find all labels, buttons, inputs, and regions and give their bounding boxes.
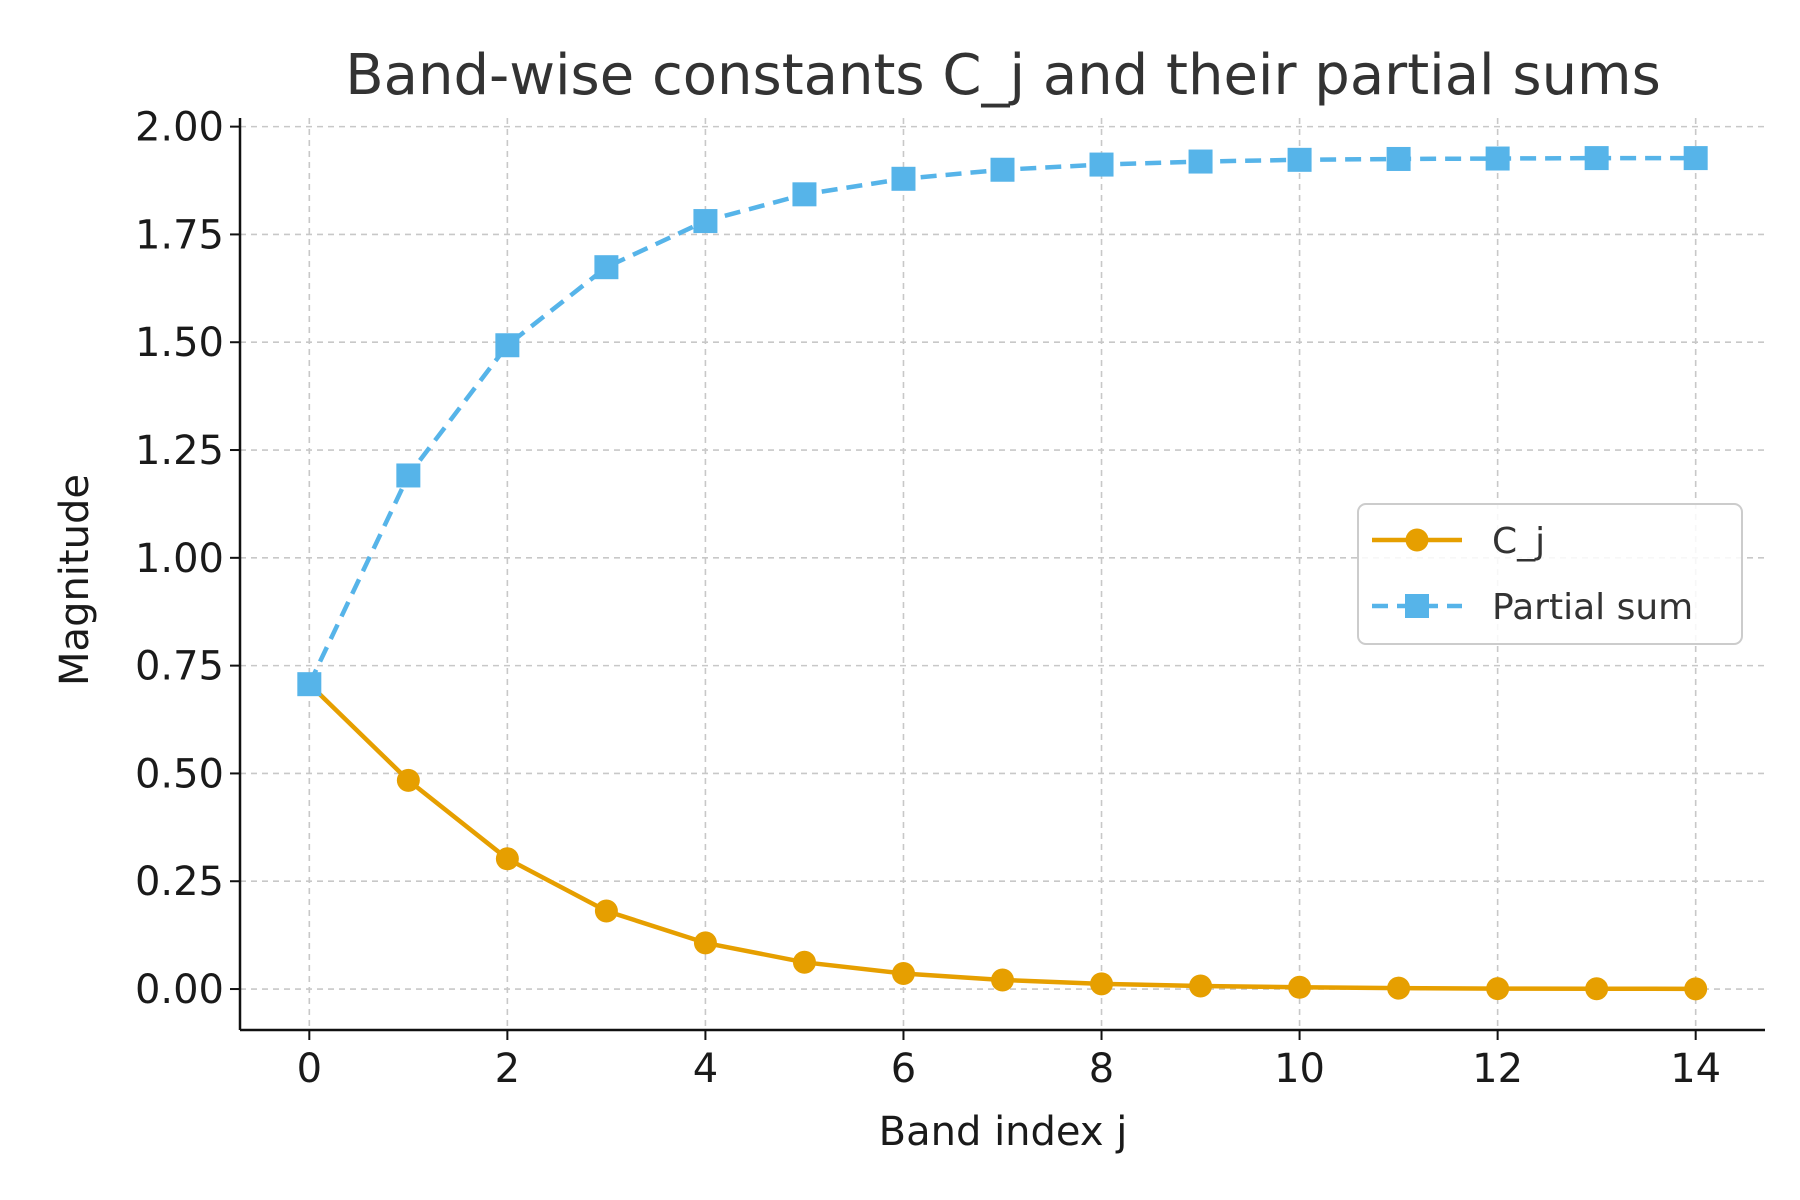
legend-entry: C_j [1372, 521, 1545, 562]
legend-marker [1405, 594, 1429, 618]
data-point [1387, 976, 1411, 1000]
data-point [594, 255, 619, 280]
data-point [792, 950, 816, 974]
y-tick-label: 0.75 [135, 644, 224, 690]
data-point [1386, 146, 1411, 171]
data-point [297, 672, 322, 697]
legend-entry: Partial sum [1372, 587, 1693, 628]
data-point [1683, 146, 1708, 171]
series-partial-sum [297, 146, 1708, 697]
ticks: 0 2 4 6 8 10 12 14 0.00 0.25 0.50 0.75 1.00 1.25 1.50 1… [135, 105, 1721, 1092]
data-point [990, 157, 1015, 182]
data-point [1090, 972, 1114, 996]
x-tick-label: 6 [891, 1046, 916, 1092]
data-point [1089, 152, 1114, 177]
x-tick-label: 8 [1089, 1046, 1114, 1092]
series-c-j [297, 672, 1708, 1001]
y-tick-label: 0.00 [135, 967, 224, 1013]
data-point [991, 968, 1014, 992]
y-tick-label: 1.00 [135, 536, 224, 582]
chart-title: Band-wise constants C_j and their partia… [345, 43, 1661, 108]
legend: C_j Partial sum [1357, 503, 1743, 645]
data-point [891, 962, 915, 986]
data-point [396, 463, 421, 488]
legend-marker [1405, 528, 1429, 552]
y-tick-label: 1.50 [135, 320, 224, 366]
data-point [495, 333, 520, 358]
legend-label: Partial sum [1492, 587, 1693, 628]
series [297, 146, 1708, 1001]
data-point [693, 931, 717, 955]
y-tick-label: 1.75 [135, 212, 224, 258]
data-point [1684, 977, 1708, 1001]
data-point [1288, 975, 1312, 999]
data-point [1486, 977, 1510, 1001]
axes [238, 118, 1765, 1032]
data-point [495, 847, 519, 871]
x-axis-label: Band index j [879, 1109, 1128, 1155]
legend-label: C_j [1492, 521, 1545, 562]
x-tick-label: 4 [693, 1046, 718, 1092]
y-tick-label: 0.25 [135, 859, 224, 905]
data-point [891, 166, 916, 191]
data-point [1188, 149, 1213, 174]
x-tick-label: 12 [1472, 1046, 1523, 1092]
data-point [1485, 146, 1510, 171]
x-tick-label: 10 [1274, 1046, 1325, 1092]
data-point [1287, 147, 1312, 172]
y-tick-label: 1.25 [135, 428, 224, 474]
x-tick-label: 2 [495, 1046, 520, 1092]
data-point [1584, 146, 1609, 171]
data-point [1189, 974, 1213, 998]
x-tick-label: 14 [1670, 1046, 1721, 1092]
data-point [1585, 977, 1609, 1001]
data-point [693, 209, 718, 234]
series-line [307, 682, 1696, 992]
y-tick-label: 2.00 [135, 105, 224, 151]
data-point [396, 768, 420, 792]
data-point [792, 182, 817, 207]
y-tick-label: 0.50 [135, 751, 224, 797]
y-axis-label: Magnitude [52, 474, 98, 686]
x-tick-label: 0 [297, 1046, 322, 1092]
data-point [594, 899, 618, 923]
